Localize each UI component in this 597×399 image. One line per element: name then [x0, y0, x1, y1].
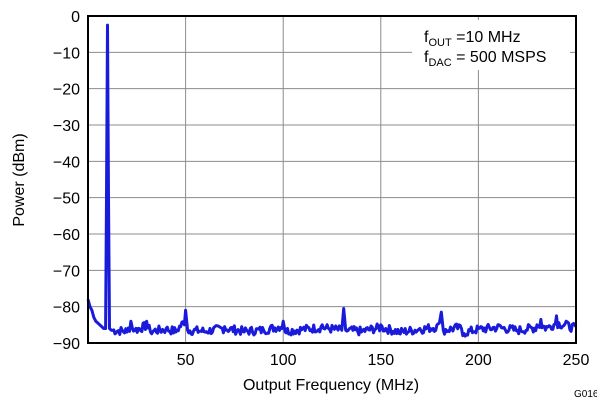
y-tick-labels: 0 −10 −20 −30 −40 −50 −60 −70 −80 −90 — [53, 9, 80, 353]
y-tick-label: −90 — [53, 336, 80, 353]
plot-frame — [87, 15, 577, 344]
x-tick-labels: 50 100 150 200 250 — [177, 352, 590, 369]
annotation-fdac-sub: DAC — [428, 57, 451, 69]
y-tick-label: −60 — [53, 227, 80, 244]
spectrum-trace — [86, 23, 578, 338]
annotation-fout-sub: OUT — [428, 37, 452, 49]
y-tick-label: −80 — [53, 300, 80, 317]
annotation-fout-rest: =10 MHz — [452, 29, 521, 46]
annotation-fdac-main: f — [424, 49, 429, 66]
y-tick-label: −40 — [53, 154, 80, 171]
annotation-fdac: fDAC = 500 MSPS — [424, 49, 546, 69]
annotation-fout-main: f — [424, 29, 429, 46]
annotation-background — [412, 20, 570, 70]
x-tick-label: 100 — [270, 352, 297, 369]
y-tick-label: 0 — [71, 9, 80, 26]
figure-code: G016 — [574, 389, 597, 399]
y-axis-title: Power (dBm) — [11, 133, 28, 226]
x-axis-title: Output Frequency (MHz) — [243, 377, 419, 394]
y-tick-label: −70 — [53, 263, 80, 280]
annotation-fdac-rest: = 500 MSPS — [452, 49, 547, 66]
x-tick-label: 200 — [465, 352, 492, 369]
x-tick-label: 150 — [367, 352, 394, 369]
y-tick-label: −10 — [53, 45, 80, 62]
annotation-fout: fOUT =10 MHz — [424, 29, 521, 49]
y-tick-label: −30 — [53, 118, 80, 135]
x-tick-label: 50 — [177, 352, 195, 369]
y-tick-label: −50 — [53, 191, 80, 208]
x-tick-label: 250 — [563, 352, 590, 369]
y-tick-label: −20 — [53, 82, 80, 99]
grid-lines — [88, 15, 577, 344]
annotation-box: fOUT =10 MHz fDAC = 500 MSPS — [412, 20, 570, 70]
